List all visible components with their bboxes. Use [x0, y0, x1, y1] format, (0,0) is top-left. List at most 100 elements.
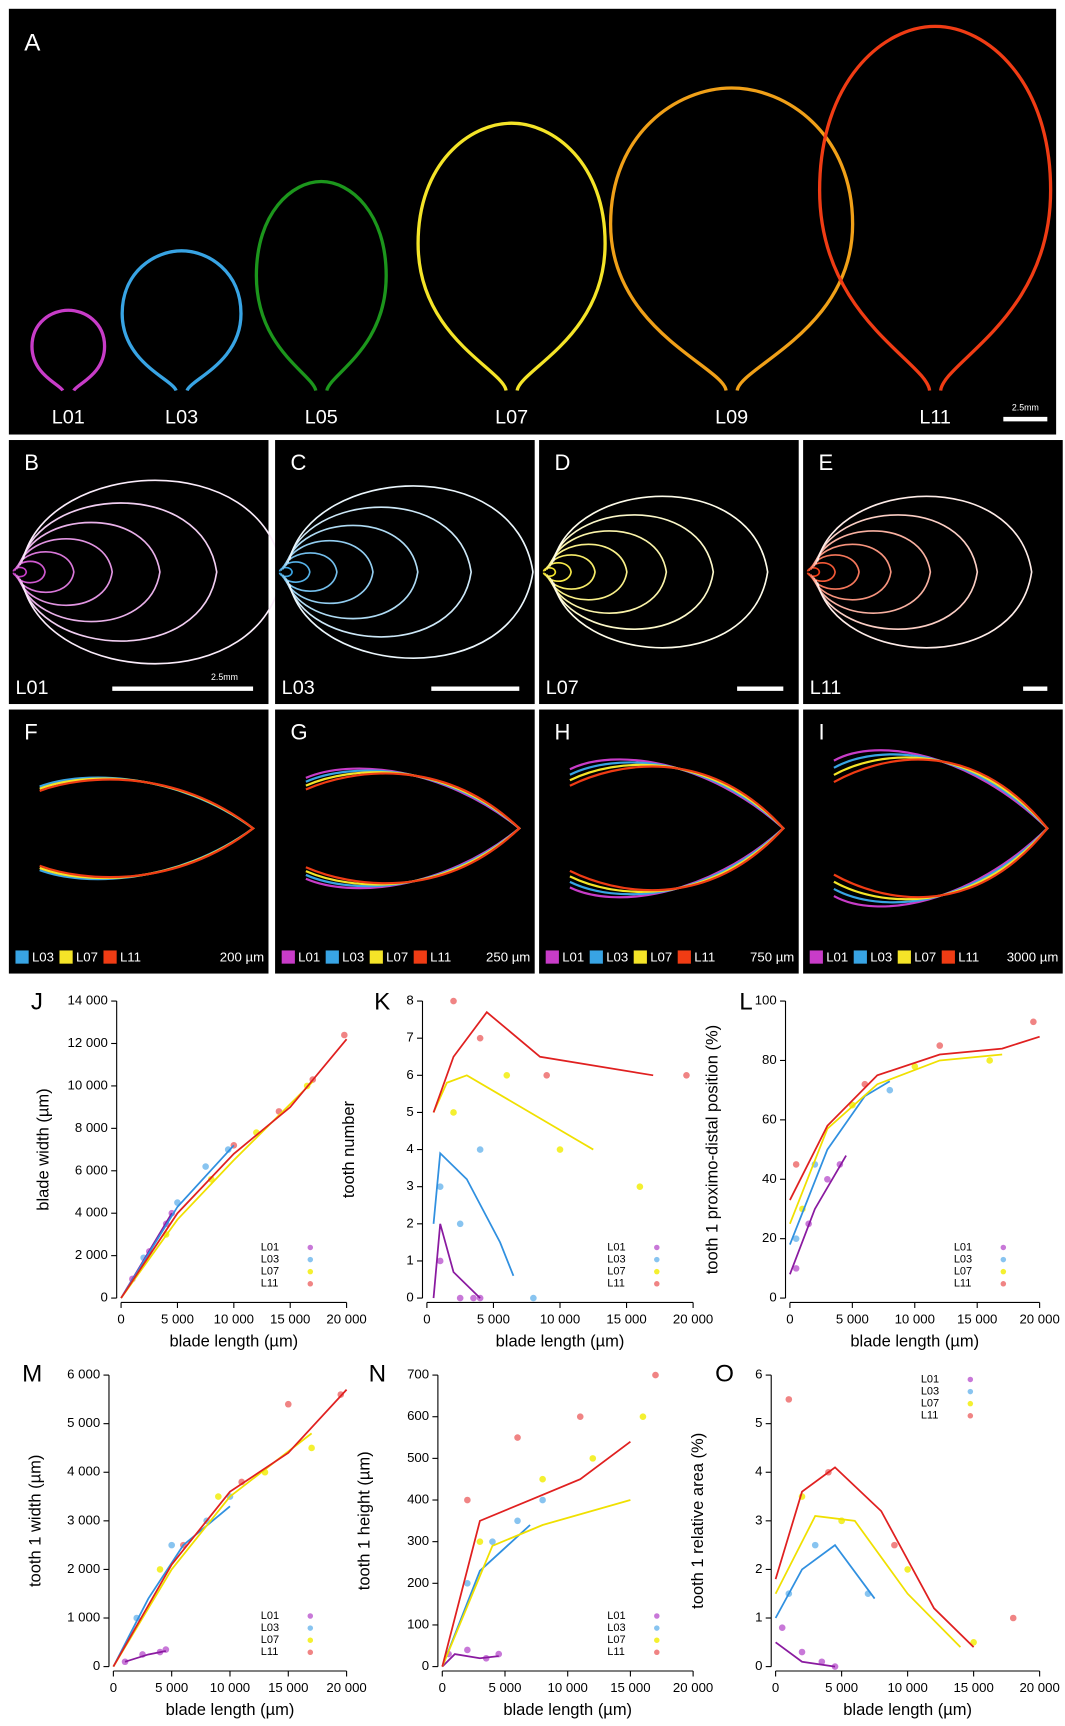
data-point: [792, 1161, 800, 1168]
y-tick-label: 6 000: [67, 1367, 100, 1382]
data-point: [556, 1146, 564, 1153]
legend-label: L11: [261, 1646, 279, 1658]
y-tick-label: 3 000: [67, 1512, 100, 1527]
leaf-outline: [288, 485, 534, 659]
leaf-outline: [14, 560, 46, 584]
x-tick-label: 0: [439, 1680, 446, 1695]
x-axis-label: blade length (µm): [503, 1701, 632, 1719]
y-tick-label: 4: [406, 1141, 413, 1156]
fit-line: [441, 1524, 531, 1667]
legend-marker: [307, 1637, 314, 1643]
fit-line: [774, 1543, 876, 1619]
x-tick-label: 15 000: [270, 1312, 310, 1327]
y-tick-label: 0: [406, 1290, 413, 1305]
data-point: [904, 1566, 911, 1573]
data-point: [215, 1493, 222, 1500]
x-axis-label: blade length (µm): [169, 1332, 298, 1350]
leaf-outline: [17, 538, 114, 606]
x-tick-label: 15 000: [957, 1312, 997, 1327]
legend-label: L03: [921, 1385, 939, 1397]
leaf-label: L09: [715, 406, 748, 428]
data-point: [636, 1183, 644, 1190]
legend-label: L03: [342, 950, 364, 965]
y-tick-label: 500: [407, 1450, 429, 1465]
y-tick-label: 8: [406, 993, 413, 1008]
x-axis-label: blade length (µm): [496, 1332, 625, 1350]
legend-marker: [307, 1256, 314, 1263]
x-tick-label: 10 000: [210, 1680, 250, 1695]
leaf-outline: [546, 554, 596, 590]
data-point: [970, 1639, 977, 1646]
legend-marker: [654, 1256, 660, 1263]
scale-label: 2.5mm: [1012, 402, 1039, 412]
legend-label: L01: [607, 1610, 625, 1622]
y-tick-label: 20: [762, 1230, 777, 1245]
x-tick-label: 20 000: [673, 1680, 713, 1695]
y-tick-label: 2 000: [67, 1561, 100, 1576]
fit-line: [432, 1074, 594, 1151]
x-tick-label: 10 000: [540, 1312, 580, 1327]
leaf-label: L07: [546, 677, 579, 699]
data-point: [168, 1541, 175, 1549]
data-point: [337, 1391, 345, 1398]
legend-swatch: [369, 950, 383, 964]
y-tick-label: 6: [406, 1067, 413, 1082]
legend-marker: [654, 1649, 660, 1656]
leaf-outline: [286, 506, 473, 638]
y-tick-label: 4: [755, 1464, 762, 1479]
data-point: [1009, 1614, 1017, 1622]
legend-label: L11: [430, 950, 451, 965]
leaf-outline: [120, 249, 243, 392]
legend-label: L07: [954, 1266, 972, 1278]
legend-label: L07: [386, 950, 408, 965]
y-tick-label: 3: [755, 1512, 762, 1527]
leaf-label: L03: [165, 406, 198, 428]
y-tick-label: 5 000: [67, 1415, 100, 1430]
data-point: [476, 1146, 484, 1153]
y-tick-label: 3: [406, 1178, 413, 1193]
legend-marker: [967, 1388, 974, 1395]
fit-line: [112, 1432, 313, 1668]
data-point: [503, 1072, 511, 1079]
data-point: [936, 1042, 944, 1049]
x-tick-label: 15 000: [606, 1312, 646, 1327]
leaf-outline: [550, 514, 715, 630]
data-point: [284, 1400, 292, 1408]
x-tick-label: 5 000: [155, 1680, 188, 1695]
y-axis-label: tooth 1 proximo-distal position (%): [703, 1025, 721, 1274]
x-tick-label: 0: [423, 1312, 430, 1327]
leaf-label: L05: [305, 406, 338, 428]
data-point: [639, 1413, 647, 1421]
y-tick-label: 1: [406, 1252, 413, 1267]
fit-line: [789, 1155, 847, 1275]
x-tick-label: 15 000: [610, 1680, 650, 1695]
data-point: [543, 1072, 550, 1079]
data-point: [450, 997, 457, 1005]
legend-marker: [967, 1376, 974, 1383]
legend-label: L03: [954, 1253, 972, 1265]
legend-label: L11: [958, 950, 979, 965]
legend-marker: [307, 1281, 314, 1287]
data-point: [530, 1294, 537, 1302]
fit-line: [120, 1144, 235, 1299]
y-tick-label: 2: [755, 1561, 762, 1576]
fit-line: [441, 1499, 631, 1667]
leaf-label: L01: [52, 406, 85, 428]
fit-line: [432, 1223, 481, 1299]
y-tick-label: 5: [406, 1104, 413, 1119]
legend-label: L01: [607, 1241, 625, 1253]
legend-label: L07: [650, 950, 672, 965]
x-tick-label: 15 000: [953, 1680, 993, 1695]
y-tick-label: 0: [93, 1658, 100, 1673]
leaf-outline: [20, 502, 218, 642]
legend-marker: [654, 1613, 660, 1619]
fit-line: [432, 1151, 515, 1277]
x-tick-label: 20 000: [1019, 1680, 1059, 1695]
leaf-outline: [817, 24, 1053, 391]
leaf-outline: [608, 86, 855, 392]
data-point: [456, 1220, 464, 1228]
x-tick-label: 5 000: [488, 1680, 521, 1695]
legend-label: L11: [694, 950, 715, 965]
data-point: [308, 1444, 315, 1452]
x-tick-label: 20 000: [673, 1312, 713, 1327]
